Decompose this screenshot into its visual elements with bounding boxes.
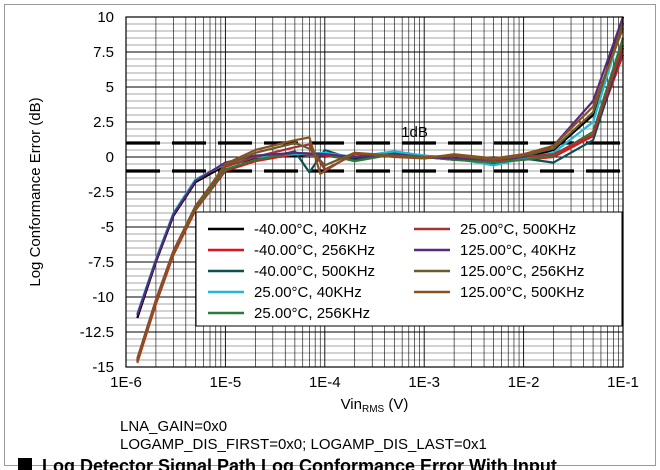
y-tick-label: 5 [106, 79, 114, 96]
y-tick-label: 10 [97, 9, 114, 26]
y-tick-label: 7.5 [93, 44, 114, 61]
legend: -40.00°C, 40KHz -40.00°C, 256KHz -40.00°C,… [195, 211, 623, 327]
legend-label: -40.00°C, 40KHz [254, 221, 367, 238]
legend-label: 25.00°C, 500KHz [460, 221, 576, 238]
y-axis-title: Log Conformance Error (dB) [27, 97, 44, 286]
caption-marker-icon [18, 458, 32, 470]
y-tick-label: -10 [92, 289, 114, 306]
legend-label: 25.00°C, 256KHz [254, 305, 370, 322]
legend-label: -40.00°C, 500KHz [254, 263, 375, 280]
y-tick-label: -15 [92, 359, 114, 376]
tick-labels: 1E-6 1E-5 1E-4 1E-3 1E-2 1E-1 10 7.5 5 2.5 0 -2.5 -5… [80, 9, 639, 391]
x-tick-label: 1E-2 [508, 374, 540, 391]
legend-label: 125.00°C, 40KHz [460, 242, 576, 259]
chart-frame [4, 4, 656, 466]
y-tick-label: -2.5 [88, 184, 114, 201]
x-tick-label: 1E-5 [210, 374, 242, 391]
legend-box [195, 211, 623, 327]
limit-label: 1dB [401, 124, 428, 141]
plot-border [125, 16, 624, 368]
x-axis-title: VinRMS (V) [341, 396, 409, 415]
y-tick-label: 2.5 [93, 114, 114, 131]
legend-label: -40.00°C, 256KHz [254, 242, 375, 259]
y-tick-label: -7.5 [88, 254, 114, 271]
x-tick-label: 1E-4 [309, 374, 341, 391]
x-tick-label: 1E-1 [607, 374, 639, 391]
x-axis-title-main: Vin [341, 396, 362, 413]
legend-label: 125.00°C, 500KHz [460, 284, 584, 301]
legend-label: 125.00°C, 256KHz [460, 263, 584, 280]
note-logamp-settings: LOGAMP_DIS_FIRST=0x0; LOGAMP_DIS_LAST=0x… [120, 436, 487, 453]
series-line-9 [136, 27, 625, 362]
y-tick-label: -5 [101, 219, 114, 236]
caption-text: Log Detector Signal Path Log Conformance… [42, 456, 557, 470]
x-tick-label: 1E-3 [408, 374, 440, 391]
y-tick-label: 0 [106, 149, 114, 166]
caption: Log Detector Signal Path Log Conformance… [14, 454, 654, 470]
x-axis-title-sub: RMS [362, 404, 385, 415]
y-tick-label: -12.5 [80, 324, 114, 341]
series-group [136, 16, 625, 364]
limit-lines [126, 141, 623, 173]
note-lna-gain: LNA_GAIN=0x0 [120, 418, 228, 435]
x-tick-label: 1E-6 [110, 374, 142, 391]
x-axis-title-unit: (V) [384, 396, 408, 413]
legend-label: 25.00°C, 40KHz [254, 284, 362, 301]
